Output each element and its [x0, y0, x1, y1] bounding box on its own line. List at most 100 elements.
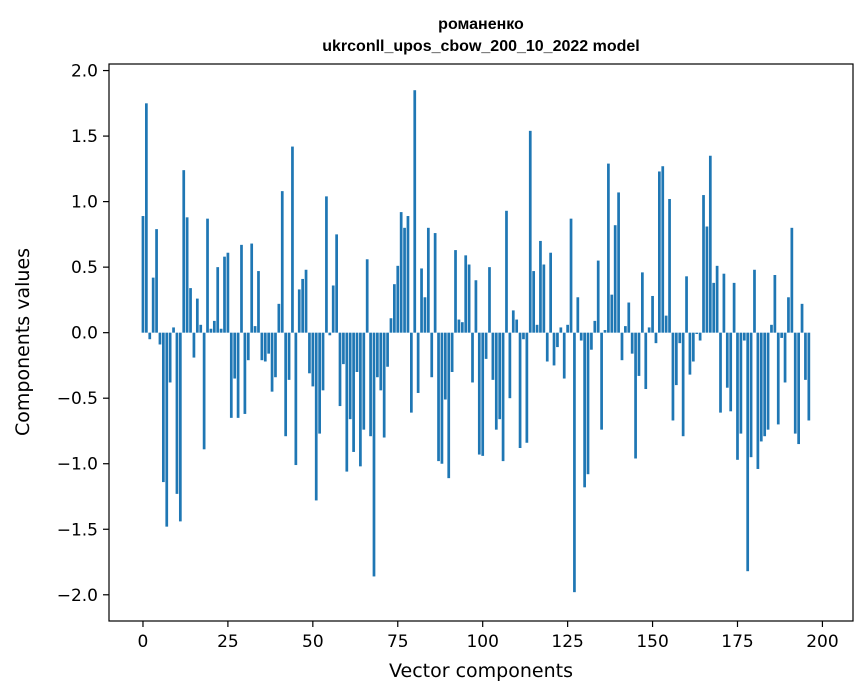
axis-ticks-group: 0 25 50 75 100 125 150 175 200 2.0 1.5 1.0 0.5 0.0 −0.… [57, 62, 839, 652]
y-tick-label: −1.0 [57, 455, 98, 475]
bar-component-84 [426, 227, 430, 333]
bar-component-79 [410, 332, 413, 413]
bar-component-135 [600, 332, 603, 430]
bar-component-31 [246, 332, 250, 361]
bar-component-120 [549, 252, 552, 333]
bar-component-133 [593, 320, 597, 333]
bar-component-83 [423, 297, 427, 333]
bar-component-99 [477, 332, 481, 455]
bar-component-90 [447, 332, 451, 479]
bar-component-186 [773, 275, 777, 333]
bar-component-117 [539, 240, 542, 333]
bar-component-188 [780, 332, 784, 338]
bar-component-111 [518, 332, 522, 448]
bar-component-100 [481, 332, 485, 456]
bar-component-59 [342, 332, 345, 365]
bar-component-11 [178, 332, 182, 522]
bar-component-121 [552, 332, 556, 366]
x-tick-label: 175 [721, 632, 753, 652]
bar-component-23 [219, 328, 223, 333]
bar-component-178 [746, 332, 750, 572]
bar-component-144 [630, 332, 634, 354]
bar-component-176 [739, 332, 743, 434]
bar-component-187 [776, 332, 780, 425]
bar-component-92 [454, 250, 457, 333]
bar-component-66 [365, 259, 369, 333]
bar-component-81 [416, 332, 420, 393]
bar-component-145 [634, 332, 637, 459]
bar-component-153 [661, 166, 665, 333]
bar-component-48 [304, 269, 308, 333]
bar-component-167 [708, 155, 712, 333]
bar-component-109 [511, 310, 515, 333]
bar-component-13 [185, 217, 189, 333]
bar-component-0 [141, 216, 145, 333]
x-tick-label: 50 [302, 632, 324, 652]
bar-component-12 [182, 170, 186, 333]
bar-component-123 [559, 327, 563, 333]
bar-component-125 [566, 324, 569, 333]
bar-component-150 [651, 295, 654, 333]
chart-title-line-1: романенко [438, 16, 524, 33]
bar-component-32 [250, 243, 254, 333]
bar-component-185 [770, 324, 773, 333]
bar-component-193 [797, 332, 800, 445]
x-tick-label: 0 [138, 632, 149, 652]
bar-component-134 [596, 260, 600, 333]
bar-component-165 [702, 195, 705, 333]
bar-component-6 [162, 332, 165, 483]
bar-component-128 [576, 297, 580, 333]
bar-component-142 [624, 326, 627, 333]
bar-component-105 [498, 332, 502, 420]
bar-component-180 [753, 269, 756, 333]
bar-component-72 [386, 332, 389, 367]
bar-component-152 [658, 171, 661, 333]
bar-component-62 [352, 332, 355, 452]
bar-component-137 [607, 163, 610, 333]
bar-component-190 [787, 297, 790, 333]
bar-component-112 [522, 332, 525, 340]
bar-component-21 [212, 320, 216, 333]
bar-component-61 [348, 332, 352, 420]
bar-component-29 [240, 244, 243, 333]
bar-component-151 [654, 332, 658, 344]
x-tick-label: 200 [806, 632, 838, 652]
y-tick-label: −1.5 [57, 520, 98, 540]
bar-component-131 [586, 332, 590, 475]
bar-component-113 [525, 332, 529, 443]
bar-component-115 [532, 271, 536, 333]
bar-component-143 [627, 302, 631, 333]
bar-component-163 [695, 332, 699, 334]
bar-component-146 [637, 332, 641, 376]
bar-component-170 [719, 332, 722, 413]
bar-component-141 [620, 332, 624, 361]
x-tick-label: 150 [636, 632, 668, 652]
bar-component-88 [440, 332, 444, 464]
x-tick-label: 125 [551, 632, 583, 652]
bar-component-140 [617, 192, 620, 333]
bar-component-182 [759, 332, 763, 442]
bar-component-43 [287, 332, 291, 380]
bar-component-82 [420, 268, 423, 333]
bar-component-37 [267, 332, 271, 354]
bar-component-164 [698, 332, 702, 341]
bar-component-68 [372, 332, 376, 577]
bar-component-181 [756, 332, 760, 469]
bar-component-28 [236, 332, 240, 418]
bar-component-74 [393, 284, 396, 333]
bar-component-183 [763, 332, 767, 437]
bar-component-162 [691, 332, 695, 362]
bar-component-149 [647, 327, 651, 333]
y-tick-label: 0.5 [71, 258, 98, 278]
x-tick-label: 75 [387, 632, 409, 652]
bar-component-154 [664, 315, 668, 333]
bar-component-19 [206, 218, 209, 333]
bar-component-192 [793, 332, 797, 434]
bar-component-189 [783, 332, 787, 383]
bar-component-8 [168, 332, 172, 383]
bar-component-3 [151, 277, 155, 333]
bar-component-103 [491, 332, 495, 380]
bar-component-104 [494, 332, 498, 430]
y-axis-label: Components values [12, 248, 34, 436]
